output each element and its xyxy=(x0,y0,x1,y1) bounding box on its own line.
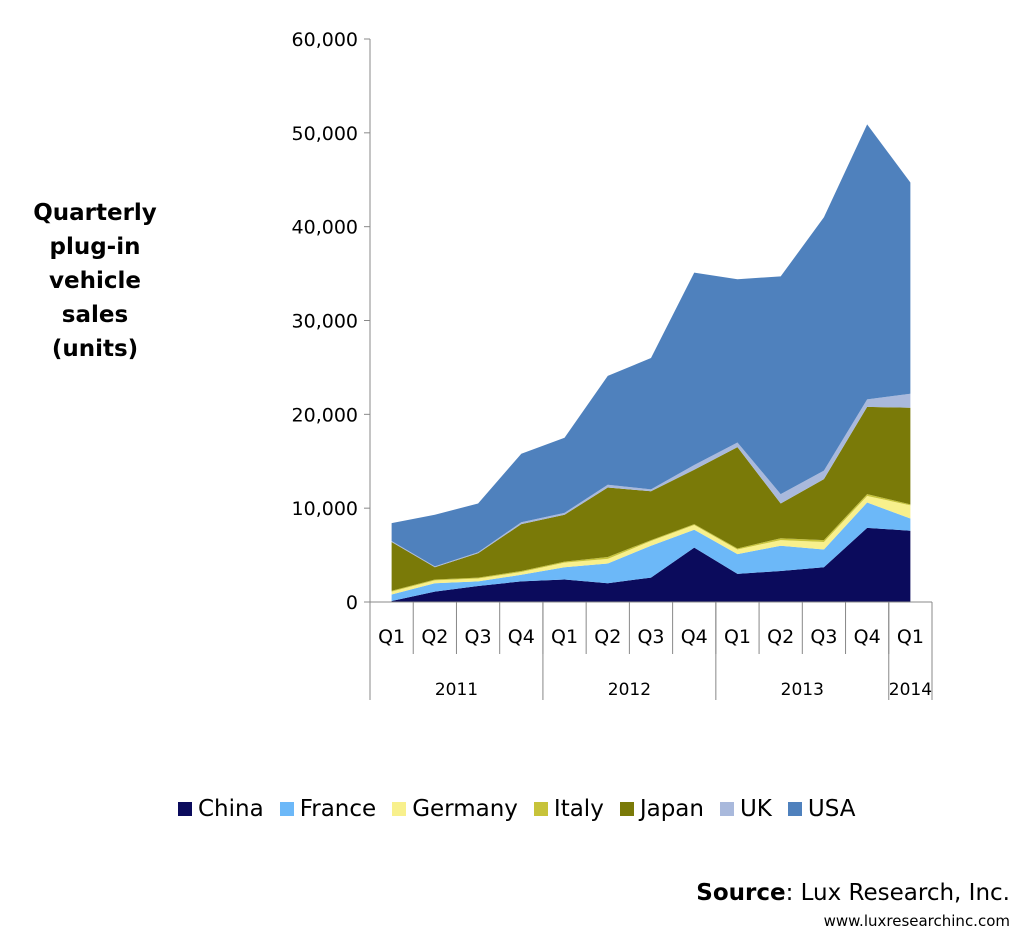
x-tick-label: Q1 xyxy=(551,626,578,648)
y-tick-label: 0 xyxy=(346,592,358,614)
x-tick-label: Q1 xyxy=(724,626,751,648)
source-text: Lux Research, Inc. xyxy=(793,880,1010,906)
y-axis-title-line: plug-in xyxy=(49,234,141,260)
legend-label: UK xyxy=(739,796,772,822)
legend-item-uk: UK xyxy=(719,796,772,822)
legend-item-japan: Japan xyxy=(619,796,704,822)
legend-label: Japan xyxy=(639,796,704,822)
y-axis-title: Quarterly plug-in vehicle sales (units) xyxy=(10,196,180,366)
source-url: www.luxresearchinc.com xyxy=(823,912,1010,930)
source-separator: : xyxy=(785,880,794,906)
legend-label: France xyxy=(299,796,377,822)
legend-item-germany: Germany xyxy=(392,796,518,822)
area-series-group xyxy=(391,124,911,602)
source-credit: Source: Lux Research, Inc. www.luxresear… xyxy=(696,880,1010,930)
legend-swatch xyxy=(533,802,548,816)
x-tick-label: Q1 xyxy=(897,626,924,648)
y-tick-label: 60,000 xyxy=(292,29,358,51)
year-label: 2012 xyxy=(608,680,651,700)
area-series-japan xyxy=(391,406,911,591)
x-tick-label: Q2 xyxy=(421,626,448,648)
legend-label: Italy xyxy=(553,796,604,822)
legend-item-china: China xyxy=(178,796,264,822)
legend-item-usa: USA xyxy=(787,796,856,822)
legend-label: USA xyxy=(807,796,856,822)
source-line: Source: Lux Research, Inc. xyxy=(696,880,1010,906)
y-tick-label: 30,000 xyxy=(292,311,358,333)
axes-group: 0 10,000 20,000 30,000 40,000 50,000 60,000 Q1 Q… xyxy=(292,29,933,700)
x-tick-label: Q3 xyxy=(810,626,837,648)
y-tick-label: 10,000 xyxy=(292,498,358,520)
legend-label: Germany xyxy=(412,796,518,822)
legend-item-france: France xyxy=(279,796,377,822)
year-label: 2013 xyxy=(781,680,824,700)
legend-swatch xyxy=(787,802,802,816)
x-tick-label: Q4 xyxy=(681,626,708,648)
area-series-usa xyxy=(391,124,911,567)
x-tick-label: Q3 xyxy=(465,626,492,648)
y-tick-label: 50,000 xyxy=(292,123,358,145)
y-axis-title-line: vehicle xyxy=(49,268,141,294)
y-axis-title-line: (units) xyxy=(51,336,139,362)
y-tick-label: 40,000 xyxy=(292,217,358,239)
y-axis-title-line: sales xyxy=(61,302,129,328)
x-tick-label: Q2 xyxy=(594,626,621,648)
legend-swatch xyxy=(392,802,407,816)
y-axis-title-line: Quarterly xyxy=(33,200,157,226)
legend: China France Germany Italy Japan UK USA xyxy=(178,796,872,822)
legend-swatch xyxy=(279,802,294,816)
area-series-italy xyxy=(391,494,911,592)
year-label: 2014 xyxy=(889,680,932,700)
x-tick-label: Q4 xyxy=(508,626,535,648)
legend-label: China xyxy=(198,796,264,822)
x-tick-label: Q3 xyxy=(637,626,664,648)
area-series-france xyxy=(391,502,911,602)
x-tick-label: Q4 xyxy=(854,626,881,648)
area-series-germany xyxy=(391,495,911,595)
x-tick-label: Q1 xyxy=(378,626,405,648)
y-tick-label: 20,000 xyxy=(292,404,358,426)
year-label: 2011 xyxy=(435,680,478,700)
source-label: Source xyxy=(696,880,786,906)
legend-swatch xyxy=(178,802,192,816)
area-series-uk xyxy=(391,393,911,568)
area-series-china xyxy=(391,527,911,602)
legend-item-italy: Italy xyxy=(533,796,604,822)
legend-swatch xyxy=(619,802,634,816)
legend-swatch xyxy=(719,802,734,816)
x-tick-label: Q2 xyxy=(767,626,794,648)
